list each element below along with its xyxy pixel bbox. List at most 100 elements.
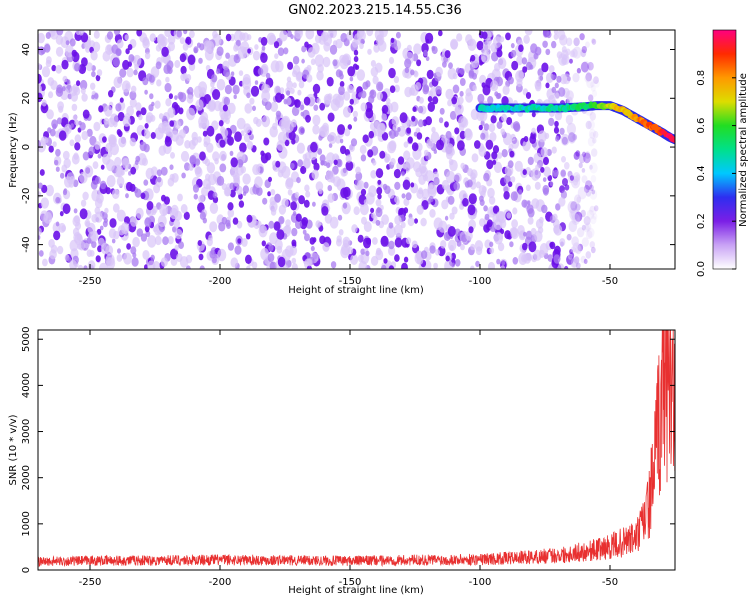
noise-blob xyxy=(591,189,596,195)
noise-blob xyxy=(40,47,46,55)
noise-blob xyxy=(132,236,140,248)
noise-blob xyxy=(292,82,297,89)
colorbar-gradient xyxy=(713,30,736,269)
noise-blob xyxy=(353,56,359,63)
noise-blob xyxy=(535,218,544,229)
noise-blob xyxy=(376,187,383,195)
noise-blob xyxy=(516,78,523,88)
noise-blob xyxy=(449,159,458,172)
noise-blob xyxy=(431,45,436,51)
noise-blob xyxy=(126,67,134,78)
noise-blob xyxy=(590,85,596,92)
noise-blob xyxy=(142,250,150,260)
noise-blob xyxy=(83,265,88,269)
noise-blob xyxy=(394,181,401,190)
noise-blob xyxy=(275,160,281,168)
noise-blob xyxy=(260,150,265,157)
noise-blob xyxy=(90,230,99,242)
noise-blob xyxy=(244,103,253,114)
noise-blob xyxy=(234,245,242,255)
noise-blob xyxy=(332,165,339,175)
noise-blob xyxy=(512,257,519,265)
noise-blob xyxy=(594,79,600,88)
noise-blob xyxy=(490,115,497,124)
noise-blob xyxy=(375,168,384,179)
noise-blob xyxy=(327,132,337,144)
noise-blob xyxy=(365,250,370,257)
noise-blob xyxy=(525,92,532,99)
noise-blob xyxy=(542,177,547,183)
noise-blob xyxy=(510,176,516,183)
noise-blob xyxy=(581,175,588,184)
noise-blob xyxy=(326,76,334,87)
noise-blob xyxy=(564,265,569,269)
noise-blob xyxy=(553,33,559,40)
noise-blob xyxy=(591,38,595,44)
snr-series xyxy=(38,330,675,568)
noise-blob xyxy=(197,136,202,143)
noise-blob xyxy=(335,69,342,78)
noise-blob xyxy=(115,103,122,112)
noise-blob xyxy=(234,131,242,142)
noise-blob xyxy=(296,177,301,184)
chart-title: GN02.2023.215.14.55.C36 xyxy=(288,3,462,18)
noise-blob xyxy=(85,45,91,53)
noise-blob xyxy=(180,65,187,75)
noise-blob xyxy=(479,74,487,85)
noise-blob xyxy=(224,84,232,95)
noise-blob xyxy=(198,57,203,64)
noise-blob xyxy=(73,215,80,224)
noise-blob xyxy=(476,40,484,51)
colorbar-tick-label: 0.2 xyxy=(696,213,707,229)
noise-blob xyxy=(206,142,214,153)
noise-blob xyxy=(459,90,464,97)
noise-blob xyxy=(522,139,531,152)
noise-blob xyxy=(86,237,92,244)
noise-blob xyxy=(401,171,405,177)
noise-blob xyxy=(341,167,349,177)
noise-blob xyxy=(154,100,161,109)
noise-blob xyxy=(188,163,194,171)
noise-blob xyxy=(389,85,396,93)
noise-blob xyxy=(219,163,227,173)
noise-blob xyxy=(417,119,424,128)
noise-blob xyxy=(511,219,518,229)
noise-blob xyxy=(275,60,284,73)
noise-blob xyxy=(585,251,592,259)
noise-blob xyxy=(302,229,307,235)
noise-blob xyxy=(158,113,164,120)
noise-blob xyxy=(79,171,88,184)
noise-blob xyxy=(273,221,281,231)
noise-blob xyxy=(81,57,88,67)
noise-blob xyxy=(157,214,167,227)
noise-blob xyxy=(423,49,428,57)
noise-blob xyxy=(227,242,234,251)
noise-blob xyxy=(91,71,96,78)
noise-blob xyxy=(286,90,291,96)
colorbar-tick-label: 0.0 xyxy=(696,261,707,277)
noise-blob xyxy=(355,171,363,181)
noise-blob xyxy=(250,85,260,97)
noise-blob xyxy=(350,254,359,265)
noise-blob xyxy=(197,240,202,246)
noise-blob xyxy=(93,30,100,39)
noise-blob xyxy=(489,247,495,254)
snr-y-axis-title: SNR (10 * v/v) xyxy=(8,414,19,485)
noise-blob xyxy=(112,57,120,67)
noise-blob xyxy=(92,161,99,170)
noise-blob xyxy=(363,237,371,249)
noise-blob xyxy=(381,132,389,141)
noise-blob xyxy=(556,75,562,83)
noise-blob xyxy=(414,218,418,224)
noise-blob xyxy=(339,54,346,64)
noise-blob xyxy=(56,84,63,94)
noise-blob xyxy=(452,84,460,94)
noise-blob xyxy=(357,254,364,263)
noise-blob xyxy=(568,132,576,143)
noise-blob xyxy=(509,241,514,248)
noise-blob xyxy=(539,243,549,255)
snr-frame xyxy=(37,329,676,571)
noise-blob xyxy=(162,236,169,246)
noise-blob xyxy=(479,195,484,202)
noise-blob xyxy=(174,228,183,240)
